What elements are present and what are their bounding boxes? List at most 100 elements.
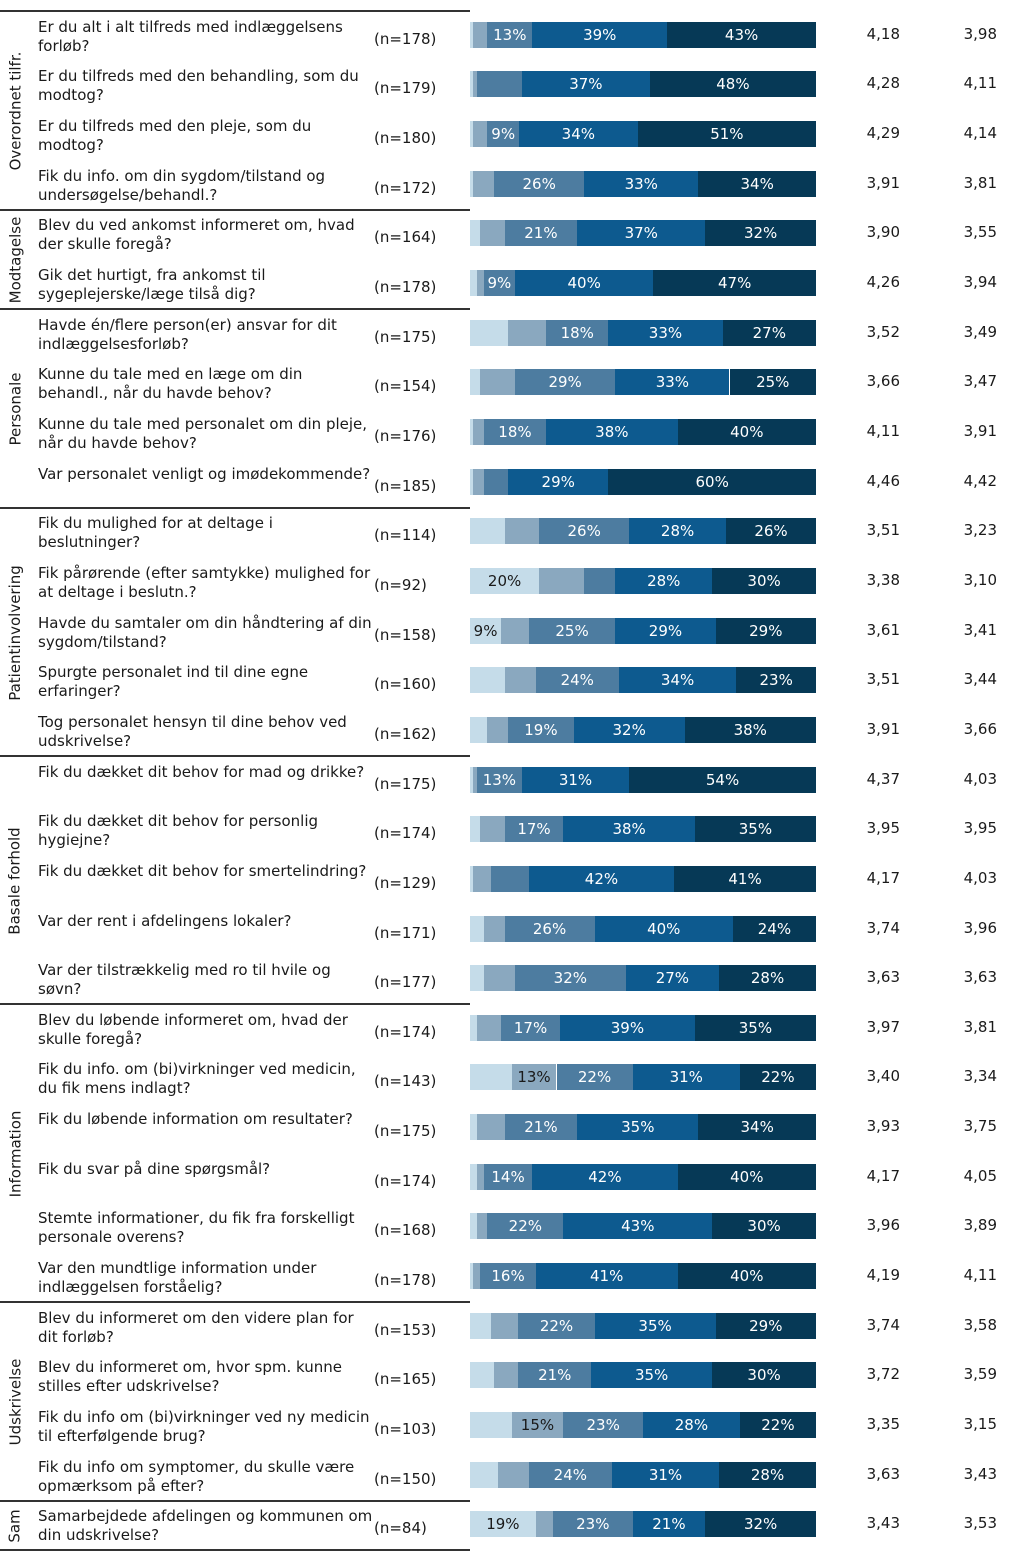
bar-segment bbox=[476, 1163, 484, 1190]
mean-value-department: 3,66 bbox=[866, 372, 900, 391]
bar-segment bbox=[480, 369, 515, 396]
respondent-count: (n=114) bbox=[374, 526, 437, 545]
bar-segment bbox=[473, 1263, 481, 1290]
data-label: 15% bbox=[520, 1416, 555, 1435]
mean-value-department: 3,93 bbox=[866, 1117, 900, 1136]
data-label: 27% bbox=[655, 969, 690, 988]
mean-value-department: 4,29 bbox=[866, 124, 900, 143]
mean-value-comparison: 3,81 bbox=[963, 173, 997, 192]
question-label: Var den mundtlige information under indl… bbox=[38, 1259, 317, 1297]
question-label: Fik du info om symptomer, du skulle være… bbox=[38, 1457, 355, 1495]
data-label: 28% bbox=[674, 1416, 709, 1435]
bar-segment bbox=[698, 170, 816, 197]
data-label: 21% bbox=[652, 1515, 686, 1534]
bar-segment bbox=[490, 865, 529, 892]
bar-segment bbox=[528, 1461, 612, 1488]
bar-segment bbox=[649, 71, 816, 98]
mean-value-comparison: 3,58 bbox=[963, 1315, 997, 1334]
data-label: 13% bbox=[482, 770, 517, 789]
stacked-bar: 17% 39% 35% bbox=[470, 1014, 816, 1041]
bar-segment bbox=[483, 1163, 533, 1190]
mean-value-comparison: 3,63 bbox=[963, 968, 997, 987]
bar-segment bbox=[615, 567, 713, 594]
section-label-text: Sam bbox=[6, 1509, 25, 1543]
bar-segment bbox=[470, 716, 488, 743]
respondent-count: (n=143) bbox=[374, 1072, 437, 1091]
bar-segment bbox=[490, 1312, 519, 1339]
bar-segment bbox=[494, 1362, 519, 1389]
section-label-text: Udskrivelse bbox=[6, 1358, 24, 1446]
bar-segment bbox=[539, 567, 585, 594]
bar-segment bbox=[470, 319, 509, 346]
data-label: 24% bbox=[560, 671, 594, 690]
bar-segment bbox=[480, 1263, 536, 1290]
bar-segment bbox=[608, 468, 816, 495]
mean-value-department: 3,97 bbox=[866, 1017, 900, 1036]
respondent-count: (n=174) bbox=[374, 1022, 437, 1041]
question-label: Kunne du tale med en læge om din behandl… bbox=[38, 365, 303, 403]
question-label: Tog personalet hensyn til dine behov ved… bbox=[38, 712, 347, 750]
bar-segment bbox=[487, 716, 509, 743]
data-label: 32% bbox=[743, 224, 778, 243]
mean-value-comparison: 3,34 bbox=[963, 1067, 997, 1086]
bar-segment bbox=[514, 270, 654, 297]
bar-segment bbox=[470, 865, 474, 892]
mean-value-comparison: 3,59 bbox=[963, 1365, 997, 1384]
stacked-bar: 22% 43% 30% bbox=[470, 1213, 816, 1240]
stacked-bar: 32% 27% 28% bbox=[470, 965, 816, 992]
stacked-bar: 9% 34% 51% bbox=[470, 121, 816, 148]
bar-segment bbox=[470, 965, 484, 992]
stacked-bar: 19% 23% 21% 32% bbox=[470, 1511, 816, 1538]
stacked-bar: 21% 37% 32% bbox=[470, 220, 816, 247]
data-label: 38% bbox=[612, 820, 646, 839]
bar-segment bbox=[556, 1064, 633, 1091]
respondent-count: (n=164) bbox=[374, 228, 437, 247]
bar-segment bbox=[470, 220, 481, 247]
question-label: Havde du samtaler om din håndtering af d… bbox=[38, 613, 372, 651]
bar-segment bbox=[470, 915, 484, 942]
data-label: 31% bbox=[669, 1068, 703, 1087]
section-separator bbox=[0, 754, 470, 757]
data-label: 47% bbox=[718, 274, 752, 293]
section-label-text: Overordnet tilfr. bbox=[6, 51, 25, 171]
bar-segment bbox=[470, 518, 505, 545]
bar-segment bbox=[514, 369, 616, 396]
question-label: Spurgte personalet ind til dine egne erf… bbox=[38, 663, 309, 701]
data-label: 39% bbox=[583, 25, 617, 44]
bar-segment bbox=[528, 865, 675, 892]
mean-value-department: 3,91 bbox=[866, 719, 900, 738]
bar-segment bbox=[608, 319, 723, 346]
data-label: 24% bbox=[553, 1465, 587, 1484]
bar-segment bbox=[618, 667, 737, 694]
question-label: Blev du informeret om, hvor spm. kunne s… bbox=[38, 1358, 342, 1396]
bar-segment bbox=[470, 816, 481, 843]
respondent-count: (n=92) bbox=[374, 575, 427, 594]
bar-segment bbox=[535, 1511, 554, 1538]
bar-segment bbox=[476, 71, 522, 98]
bar-segment bbox=[483, 468, 509, 495]
bar-segment bbox=[470, 1064, 512, 1091]
stacked-bar: 37% 48% bbox=[470, 71, 816, 98]
bar-segment bbox=[487, 1213, 564, 1240]
bar-segment bbox=[632, 1064, 740, 1091]
data-label: 9% bbox=[473, 621, 498, 640]
mean-value-comparison: 3,23 bbox=[963, 521, 997, 540]
mean-value-comparison: 3,75 bbox=[963, 1117, 997, 1136]
bar-segment bbox=[521, 71, 650, 98]
mean-value-comparison: 4,14 bbox=[963, 124, 997, 143]
bar-segment bbox=[677, 1163, 816, 1190]
data-label: 34% bbox=[561, 125, 595, 144]
data-label: 60% bbox=[695, 472, 729, 491]
bar-segment bbox=[521, 766, 630, 793]
mean-value-department: 4,17 bbox=[866, 868, 900, 887]
section-label: Overordnet tilfr. bbox=[0, 12, 30, 211]
bar-segment bbox=[719, 1461, 816, 1488]
bar-segment bbox=[501, 1014, 560, 1041]
bar-segment bbox=[476, 1213, 488, 1240]
section-label-text: Patientinvolvering bbox=[6, 564, 24, 701]
data-label: 40% bbox=[730, 1267, 764, 1286]
bar-segment bbox=[528, 617, 616, 644]
mean-value-department: 3,95 bbox=[866, 819, 900, 838]
mean-value-department: 3,40 bbox=[866, 1067, 900, 1086]
bar-segment bbox=[470, 419, 474, 446]
